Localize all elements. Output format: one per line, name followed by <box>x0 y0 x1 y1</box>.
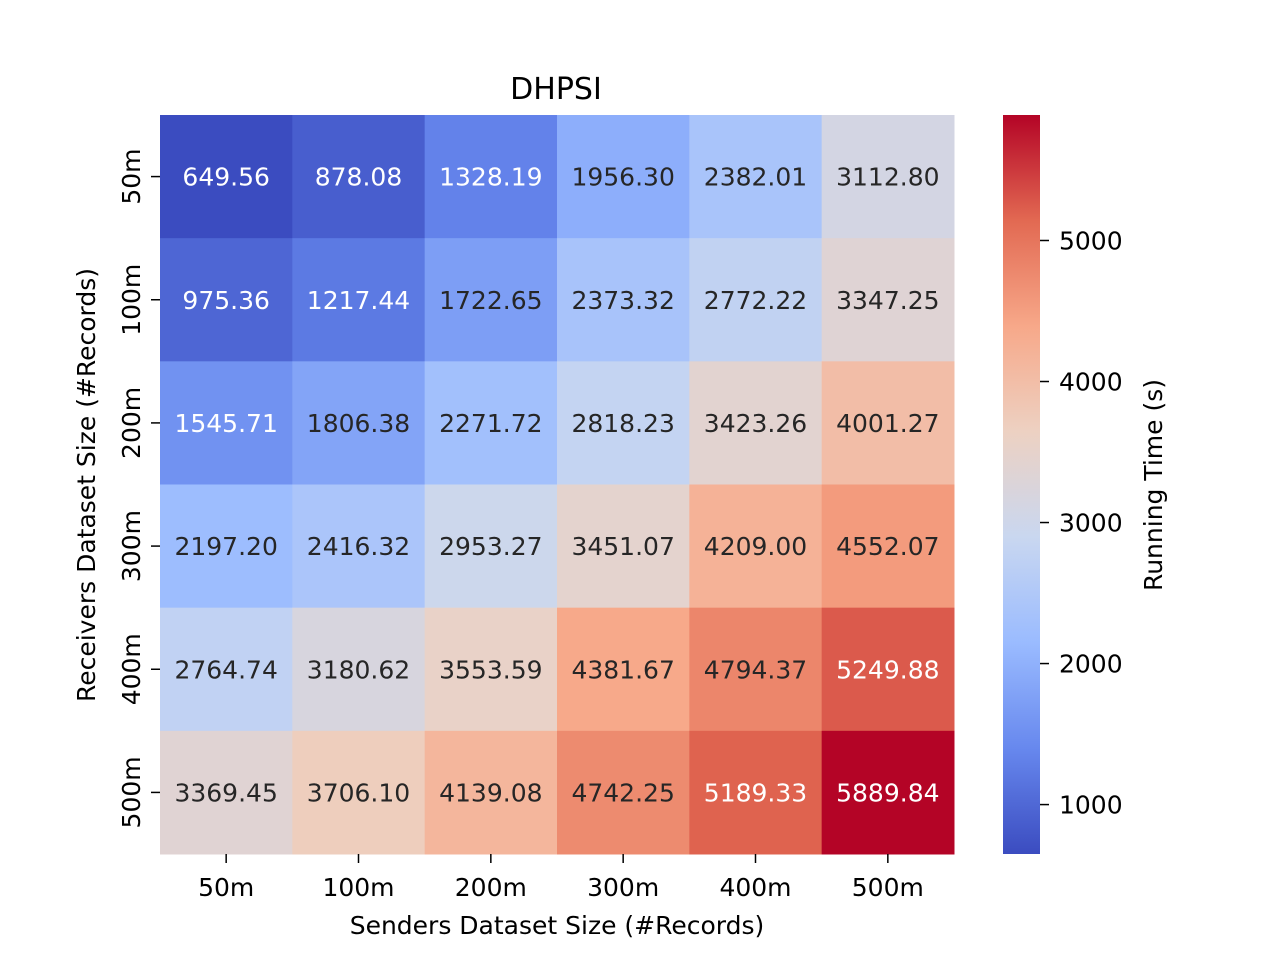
y-axis-ticks: 50m 100m 200m 300m 400m 500m <box>117 148 160 828</box>
cell-value-label: 1545.71 <box>174 409 277 438</box>
heatmap-cell <box>160 361 293 485</box>
colorbar <box>1003 115 1040 854</box>
heatmap-cell <box>160 238 293 362</box>
heatmap-cell <box>557 730 690 855</box>
cell-value-label: 2772.22 <box>704 286 807 315</box>
heatmap-cell <box>557 484 690 609</box>
x-tick-label: 100m <box>322 873 394 902</box>
cell-value-label: 2416.32 <box>307 532 410 561</box>
cell-value-label: 649.56 <box>182 163 269 192</box>
heatmap-cell <box>689 484 823 609</box>
heatmap-cell <box>689 238 823 362</box>
cell-value-label: 2818.23 <box>571 409 674 438</box>
cell-value-label: 3369.45 <box>174 778 277 807</box>
heatmap-cell <box>557 361 690 485</box>
cell-value-label: 3706.10 <box>307 778 410 807</box>
heatmap-cell <box>160 115 293 239</box>
colorbar-tick-label: 4000 <box>1059 368 1123 397</box>
heatmap-cell <box>424 730 558 855</box>
cell-value-label: 5189.33 <box>704 778 807 807</box>
heatmap-cell <box>424 238 558 362</box>
y-tick-label: 100m <box>117 264 146 336</box>
heatmap-cell <box>292 607 426 732</box>
heatmap-cell <box>160 730 293 855</box>
heatmap-cell <box>557 115 690 239</box>
colorbar-ticks: 1000 2000 3000 4000 5000 <box>1040 226 1123 820</box>
cell-value-label: 3347.25 <box>836 286 939 315</box>
heatmap-cell <box>689 361 823 485</box>
cell-value-label: 975.36 <box>182 286 269 315</box>
y-axis-label: Receivers Dataset Size (#Records) <box>72 268 101 702</box>
x-axis-ticks: 50m 100m 200m 300m 400m 500m <box>198 854 924 902</box>
heatmap-cell <box>424 607 558 732</box>
cell-value-label: 4139.08 <box>439 778 542 807</box>
x-tick-label: 200m <box>455 873 527 902</box>
cell-value-label: 4381.67 <box>571 655 674 684</box>
heatmap-cell <box>689 607 823 732</box>
heatmap-cell <box>557 238 690 362</box>
heatmap-cell <box>160 484 293 609</box>
cell-value-label: 4742.25 <box>571 778 674 807</box>
cell-value-label: 3423.26 <box>704 409 807 438</box>
heatmap-cell <box>821 730 955 855</box>
heatmap-cell <box>689 730 823 855</box>
colorbar-label: Running Time (s) <box>1139 379 1168 591</box>
cell-value-label: 5249.88 <box>836 655 939 684</box>
heatmap-cell <box>292 238 426 362</box>
heatmap-cell <box>689 115 823 239</box>
y-tick-label: 400m <box>117 633 146 705</box>
colorbar-tick-label: 1000 <box>1059 791 1123 820</box>
cell-value-label: 2373.32 <box>571 286 674 315</box>
cell-value-label: 2953.27 <box>439 532 542 561</box>
heatmap-cell <box>292 730 426 855</box>
cell-value-label: 1722.65 <box>439 286 542 315</box>
heatmap-cell <box>424 484 558 609</box>
heatmap-cell <box>292 484 426 609</box>
cell-value-label: 5889.84 <box>836 778 939 807</box>
heatmap-cell <box>821 484 955 609</box>
heatmap-cell <box>821 361 955 485</box>
heatmap-cell <box>557 607 690 732</box>
y-tick-label: 500m <box>117 756 146 828</box>
cell-value-label: 4794.37 <box>704 655 807 684</box>
cell-value-label: 4209.00 <box>704 532 807 561</box>
cell-value-label: 3180.62 <box>307 655 410 684</box>
colorbar-tick-label: 3000 <box>1059 509 1123 538</box>
cell-value-label: 3451.07 <box>571 532 674 561</box>
x-tick-label: 50m <box>198 873 254 902</box>
heatmap-cell <box>160 607 293 732</box>
heatmap-cell <box>424 361 558 485</box>
heatmap-cell <box>821 607 955 732</box>
cell-value-label: 2382.01 <box>704 163 807 192</box>
cell-value-label: 4001.27 <box>836 409 939 438</box>
y-tick-label: 200m <box>117 387 146 459</box>
cell-value-label: 2764.74 <box>174 655 277 684</box>
cell-value-label: 2197.20 <box>174 532 277 561</box>
y-tick-label: 50m <box>117 148 146 204</box>
cell-value-label: 4552.07 <box>836 532 939 561</box>
y-tick-label: 300m <box>117 510 146 582</box>
x-tick-label: 500m <box>852 873 924 902</box>
colorbar-tick-label: 5000 <box>1059 226 1123 255</box>
cell-value-label: 1217.44 <box>307 286 410 315</box>
cell-value-label: 878.08 <box>315 163 402 192</box>
heatmap-cell <box>292 115 426 239</box>
heatmap-cell <box>821 115 955 239</box>
cell-value-label: 1806.38 <box>307 409 410 438</box>
cell-value-label: 2271.72 <box>439 409 542 438</box>
chart-title: DHPSI <box>510 72 602 107</box>
cell-value-label: 3112.80 <box>836 163 939 192</box>
x-axis-label: Senders Dataset Size (#Records) <box>350 911 765 940</box>
heatmap-cell <box>821 238 955 362</box>
cell-value-label: 1328.19 <box>439 163 542 192</box>
cell-value-label: 1956.30 <box>571 163 674 192</box>
heatmap-cell <box>424 115 558 239</box>
heatmap-cell <box>292 361 426 485</box>
colorbar-tick-label: 2000 <box>1059 650 1123 679</box>
x-tick-label: 300m <box>587 873 659 902</box>
heatmap-cells: 649.56 878.08 1328.19 1956.30 2382.01 3112.80… <box>160 115 955 855</box>
x-tick-label: 400m <box>719 873 791 902</box>
cell-value-label: 3553.59 <box>439 655 542 684</box>
